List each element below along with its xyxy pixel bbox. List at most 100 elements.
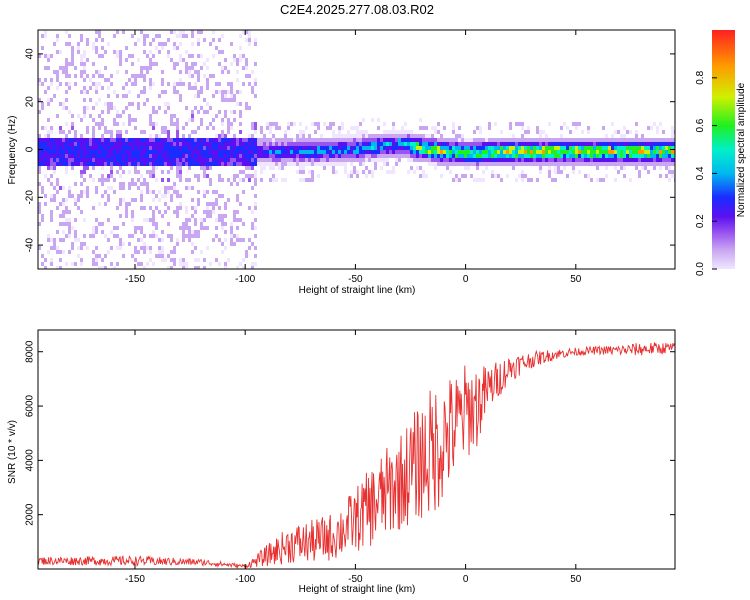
spectrogram-cell	[65, 42, 68, 46]
spectrogram-cell	[194, 222, 197, 226]
spectrogram-cell	[218, 158, 221, 162]
spectrogram-cell	[224, 146, 227, 150]
spectrogram-cell	[338, 130, 341, 134]
spectrogram-cell	[227, 146, 230, 150]
spectrogram-cell	[515, 138, 518, 142]
spectrogram-cell	[587, 138, 590, 142]
spectrogram-cell	[83, 66, 86, 70]
spectrogram-cell	[656, 126, 659, 130]
spectrogram-cell	[164, 158, 167, 162]
spectrogram-cell	[611, 142, 614, 146]
spectrogram-cell	[113, 142, 116, 146]
spectrogram-cell	[332, 122, 335, 126]
spectrogram-cell	[179, 162, 182, 166]
spectrogram-cell	[266, 154, 269, 158]
spectrogram-cell	[56, 206, 59, 210]
spectrogram-cell	[659, 138, 662, 142]
spectrogram-cell	[653, 154, 656, 158]
spectrogram-cell	[83, 166, 86, 170]
spectrogram-cell	[644, 166, 647, 170]
spectrogram-cell	[224, 98, 227, 102]
spectrogram-cell	[278, 162, 281, 166]
spectrogram-cell	[164, 210, 167, 214]
spectrogram-cell	[569, 162, 572, 166]
spectrogram-cell	[251, 174, 254, 178]
spectrogram-cell	[530, 178, 533, 182]
spectrogram-cell	[566, 138, 569, 142]
spectrogram-cell	[659, 142, 662, 146]
spectrogram-cell	[65, 70, 68, 74]
spectrogram-cell	[335, 162, 338, 166]
spectrogram-cell	[398, 142, 401, 146]
spectrogram-cell	[470, 174, 473, 178]
spectrogram-cell	[95, 86, 98, 90]
spectrogram-cell	[284, 154, 287, 158]
spectrogram-cell	[248, 246, 251, 250]
spectrogram-cell	[473, 154, 476, 158]
spectrogram-cell	[593, 150, 596, 154]
spectrogram-cell	[182, 142, 185, 146]
spectrogram-cell	[137, 142, 140, 146]
spectrogram-cell	[152, 106, 155, 110]
spectrogram-cell	[596, 158, 599, 162]
spectrogram-cell	[395, 130, 398, 134]
spectrogram-cell	[215, 142, 218, 146]
spectrogram-cell	[119, 58, 122, 62]
spectrogram-cell	[38, 78, 41, 82]
spectrogram-cell	[233, 158, 236, 162]
spectrogram-cell	[80, 154, 83, 158]
spectrogram-cell	[245, 150, 248, 154]
spectrogram-cell	[110, 174, 113, 178]
spectrogram-cell	[590, 142, 593, 146]
spectrogram-cell	[227, 198, 230, 202]
spectrogram-cell	[359, 138, 362, 142]
spectrogram-cell	[50, 98, 53, 102]
spectrogram-cell	[365, 138, 368, 142]
spectrogram-cell	[218, 146, 221, 150]
spectrogram-cell	[221, 118, 224, 122]
spectrogram-cell	[71, 226, 74, 230]
spectrogram-cell	[659, 122, 662, 126]
spectrogram-cell	[155, 146, 158, 150]
spectrogram-cell	[572, 138, 575, 142]
spectrogram-cell	[149, 114, 152, 118]
spectrogram-cell	[107, 142, 110, 146]
spectrogram-cell	[572, 158, 575, 162]
spectrogram-cell	[461, 146, 464, 150]
spectrogram-cell	[185, 186, 188, 190]
spectrogram-cell	[509, 126, 512, 130]
spectrogram-cell	[245, 166, 248, 170]
spectrogram-cell	[221, 98, 224, 102]
spectrogram-cell	[431, 158, 434, 162]
spectrogram-cell	[668, 162, 671, 166]
spectrogram-cell	[341, 158, 344, 162]
spectrogram-cell	[191, 158, 194, 162]
spectrogram-cell	[392, 166, 395, 170]
spectrogram-cell	[371, 134, 374, 138]
spectrogram-cell	[197, 38, 200, 42]
spectrogram-cell	[233, 58, 236, 62]
spectrogram-cell	[68, 34, 71, 38]
spectrogram-cell	[530, 150, 533, 154]
spectrogram-cell	[329, 162, 332, 166]
spectrogram-cell	[440, 174, 443, 178]
spectrogram-cell	[377, 142, 380, 146]
spectrogram-cell	[365, 154, 368, 158]
spectrogram-cell	[95, 142, 98, 146]
spectrogram-cell	[347, 138, 350, 142]
spectrogram-cell	[425, 174, 428, 178]
spectrogram-cell	[296, 158, 299, 162]
spectrogram-cell	[248, 238, 251, 242]
spectrogram-cell	[512, 138, 515, 142]
spectrogram-cell	[65, 158, 68, 162]
spectrogram-cell	[188, 74, 191, 78]
spectrogram-cell	[323, 122, 326, 126]
spectrogram-cell	[410, 142, 413, 146]
spectrogram-cell	[443, 158, 446, 162]
spectrogram-cell	[44, 162, 47, 166]
spectrogram-cell	[62, 70, 65, 74]
spectrogram-cell	[74, 202, 77, 206]
spectrogram-cell	[311, 170, 314, 174]
spectrogram-cell	[629, 158, 632, 162]
spectrogram-cell	[68, 86, 71, 90]
